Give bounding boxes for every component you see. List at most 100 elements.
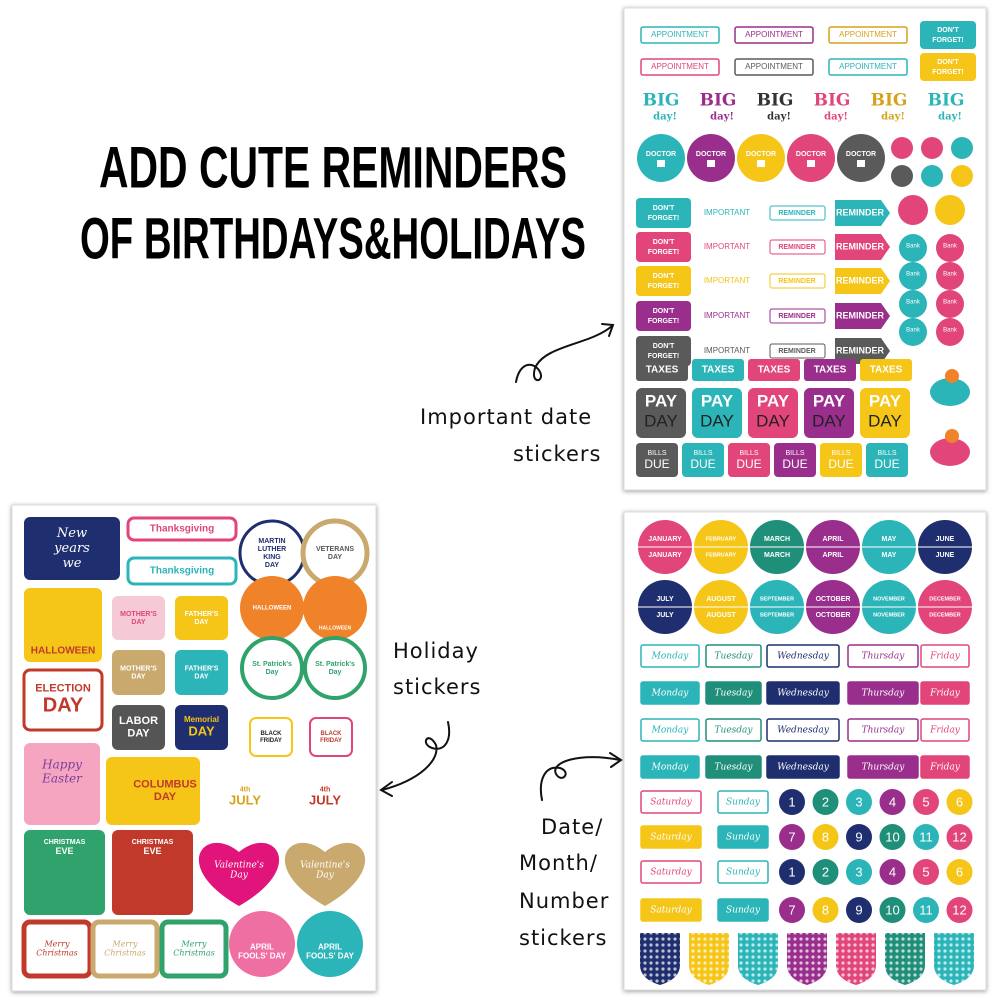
sticker-text: REMINDER — [778, 210, 815, 217]
sticker-text: 4th — [240, 786, 251, 793]
sticker — [705, 644, 762, 668]
sticker-text: REMINDER — [836, 207, 885, 217]
sticker — [112, 596, 165, 640]
sticker — [837, 134, 885, 182]
sticker-text: 12 — [952, 829, 966, 844]
sticker-text: DUE — [644, 457, 669, 471]
sticker-text: day! — [824, 112, 848, 123]
sticker-text: REMINDER — [778, 348, 815, 355]
sticker — [636, 266, 691, 296]
sticker — [835, 303, 890, 329]
sticker-text: FEBRUARY — [706, 552, 737, 558]
sticker-text: FOOLS' DAY — [306, 952, 355, 961]
sticker-text: 10 — [885, 829, 899, 844]
sticker — [921, 165, 943, 187]
sticker — [640, 26, 720, 44]
sticker — [779, 859, 805, 885]
sticker — [920, 755, 970, 779]
sticker-text: Bank — [943, 300, 958, 306]
pattern — [738, 933, 778, 985]
sticker-text: 11 — [919, 829, 933, 844]
caption: Date/ — [541, 815, 603, 839]
sticker-text: DOCTOR — [696, 151, 726, 158]
sticker — [640, 58, 720, 76]
sticker-text: DAY — [131, 673, 145, 680]
sticker-text: 5 — [922, 864, 929, 879]
sticker-text: OCTOBER — [816, 612, 851, 619]
sticker — [90, 919, 160, 979]
sticker-text: APRIL — [250, 943, 274, 952]
sticker-text: 10 — [885, 902, 899, 917]
sticker — [636, 336, 691, 366]
sticker — [24, 830, 105, 915]
sticker-text: FORGET! — [648, 353, 680, 360]
sticker-text: IMPORTANT — [704, 208, 750, 217]
sticker-text: Wednesday — [777, 652, 829, 662]
sticker — [779, 789, 805, 815]
headline: OF BIRTHDAYS&HOLIDAYS — [80, 206, 586, 271]
sticker-text: HALLOWEEN — [253, 606, 292, 612]
sticker-text: 12 — [952, 902, 966, 917]
sticker-text: TAXES — [814, 365, 847, 376]
sticker-text: FORGET! — [648, 249, 680, 256]
piggy — [930, 378, 970, 406]
sticker-text: Thursday — [862, 689, 906, 699]
sticker-text: DECEMBER — [929, 596, 961, 602]
sticker — [951, 165, 973, 187]
sticker-text: FORGET! — [648, 318, 680, 325]
sticker-text: APPOINTMENT — [651, 30, 709, 39]
sticker-text: DOCTOR — [646, 151, 676, 158]
sticker — [879, 859, 906, 885]
sticker — [215, 772, 275, 822]
sticker — [769, 308, 826, 324]
icon — [857, 160, 865, 167]
sticker-text: TAXES — [758, 365, 791, 376]
sticker — [175, 650, 228, 695]
sticker-text: DON'T — [653, 343, 675, 350]
sticker-text: New — [56, 526, 87, 541]
sticker-text: Thanksgiving — [150, 566, 214, 577]
sticker — [779, 824, 805, 850]
sticker — [636, 301, 691, 331]
sticker-text: Thursday — [862, 652, 906, 662]
sticker — [913, 859, 939, 885]
sticker — [774, 443, 816, 477]
pattern — [934, 933, 974, 985]
sticker-text: BILLS — [831, 450, 850, 457]
sticker — [946, 824, 973, 850]
sticker — [636, 359, 688, 381]
sticker-text: DAY — [43, 695, 84, 717]
sticker — [951, 137, 973, 159]
sticker — [946, 897, 973, 923]
sticker-text: Wednesday — [777, 726, 829, 736]
sticker — [846, 789, 872, 815]
sticker — [705, 755, 762, 779]
sticker-text: LUTHER — [258, 546, 286, 553]
sticker-text: DON'T — [937, 59, 959, 66]
sticker-text: IMPORTANT — [704, 346, 750, 355]
sticker — [295, 772, 355, 822]
sticker-text: JULY — [229, 792, 261, 807]
sticker-text: Merry — [43, 939, 70, 948]
sticker — [229, 911, 295, 977]
sticker — [24, 588, 102, 662]
sticker-text: Monday — [651, 652, 690, 662]
sticker-text: IMPORTANT — [704, 276, 750, 285]
sticker — [898, 195, 928, 225]
sticker-text: Tuesday — [715, 652, 754, 662]
sticker-text: 4 — [889, 864, 896, 879]
sticker-text: APPOINTMENT — [839, 30, 897, 39]
sticker-text: we — [63, 556, 82, 571]
sticker-text: Bank — [906, 300, 921, 306]
sticker — [112, 705, 165, 750]
sticker — [899, 290, 927, 318]
sticker — [920, 21, 976, 49]
sticker-text: Valentine's — [300, 860, 350, 870]
sticker-text: APPOINTMENT — [651, 62, 709, 71]
sticker-text: ELECTION — [35, 682, 91, 694]
sticker — [717, 860, 769, 884]
sticker-text: Wednesday — [777, 689, 829, 699]
sticker-text: day! — [653, 112, 677, 123]
icon — [657, 160, 665, 167]
sticker-text: REMINDER — [836, 310, 885, 320]
